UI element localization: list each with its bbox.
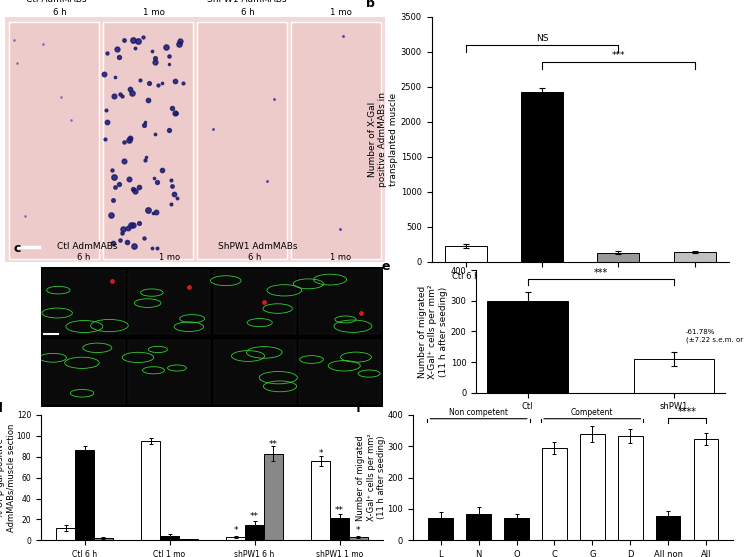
Text: Ctl AdmMABs: Ctl AdmMABs bbox=[57, 242, 118, 251]
Bar bbox=[542, 448, 567, 540]
Text: 1 mo: 1 mo bbox=[330, 8, 352, 17]
Bar bbox=[214, 270, 296, 334]
Bar bbox=[504, 518, 529, 540]
Bar bbox=[214, 340, 296, 404]
Text: 1 mo: 1 mo bbox=[143, 8, 164, 17]
Bar bbox=[141, 441, 160, 540]
Bar bbox=[197, 22, 287, 260]
Y-axis label: Number of migrated
X-Gal⁺ cells per mm²
(11 h after seeding): Number of migrated X-Gal⁺ cells per mm² … bbox=[418, 284, 448, 379]
X-axis label: AdmMABs: AdmMABs bbox=[578, 417, 623, 426]
Bar bbox=[655, 516, 681, 540]
Bar bbox=[634, 359, 714, 393]
Bar bbox=[226, 537, 246, 540]
Bar bbox=[57, 528, 75, 540]
Bar bbox=[299, 270, 382, 334]
Bar bbox=[103, 22, 193, 260]
Bar bbox=[264, 453, 283, 540]
Bar bbox=[330, 519, 349, 540]
Text: d: d bbox=[0, 402, 2, 416]
Text: ShPW1 AdmMABs: ShPW1 AdmMABs bbox=[207, 0, 286, 4]
Text: **: ** bbox=[269, 441, 278, 449]
Bar bbox=[42, 340, 125, 404]
Legend: Myonuclei, Interstitium, Vessels: Myonuclei, Interstitium, Vessels bbox=[454, 416, 510, 446]
Bar bbox=[445, 246, 487, 262]
Text: ShPW1 AdmMABs: ShPW1 AdmMABs bbox=[219, 242, 298, 251]
Text: **: ** bbox=[335, 506, 344, 515]
Text: *: * bbox=[318, 449, 323, 458]
Bar bbox=[618, 436, 643, 540]
Y-axis label: Number of X-Gal
positive AdmMABs in
transplanted muscle: Number of X-Gal positive AdmMABs in tran… bbox=[368, 92, 398, 187]
Text: ***: *** bbox=[612, 51, 625, 60]
Bar bbox=[246, 525, 264, 540]
Bar bbox=[160, 536, 179, 540]
Text: 6 h: 6 h bbox=[77, 253, 90, 262]
Text: -61.78%
(±7.22 s.e.m. or 19.11 s.d.): -61.78% (±7.22 s.e.m. or 19.11 s.d.) bbox=[685, 329, 744, 343]
Bar bbox=[75, 451, 94, 540]
Bar bbox=[312, 461, 330, 540]
Text: Non competent: Non competent bbox=[449, 408, 508, 417]
Text: c: c bbox=[13, 242, 21, 255]
Bar bbox=[291, 22, 381, 260]
Bar bbox=[349, 537, 368, 540]
Bar bbox=[42, 270, 125, 334]
Bar bbox=[597, 253, 639, 262]
Bar bbox=[9, 22, 99, 260]
Text: ****: **** bbox=[678, 407, 696, 417]
Bar bbox=[487, 301, 568, 393]
Text: PECAM
Laminin
DAPI: PECAM Laminin DAPI bbox=[10, 291, 28, 313]
Text: ***: *** bbox=[594, 268, 608, 278]
Bar bbox=[580, 434, 605, 540]
Text: 1 mo: 1 mo bbox=[158, 253, 180, 262]
Bar bbox=[128, 340, 211, 404]
Bar bbox=[673, 252, 716, 262]
Bar bbox=[299, 340, 382, 404]
Text: *: * bbox=[234, 526, 238, 535]
Text: e: e bbox=[382, 260, 390, 273]
Bar bbox=[429, 518, 453, 540]
Text: Ctl AdmMABs: Ctl AdmMABs bbox=[26, 0, 87, 4]
Text: *: * bbox=[356, 526, 361, 535]
Text: Competent: Competent bbox=[571, 408, 614, 417]
Y-axis label: Number of migrated
X-Gal⁺ cells per mm²
(11 h after seeding): Number of migrated X-Gal⁺ cells per mm² … bbox=[356, 434, 386, 521]
Text: NS: NS bbox=[536, 33, 548, 43]
Text: 6 h: 6 h bbox=[248, 253, 261, 262]
Bar bbox=[179, 539, 198, 540]
Bar bbox=[94, 538, 112, 540]
Bar bbox=[522, 92, 563, 262]
Y-axis label: % Of β-gal positive
AdmMABs/muscle section: % Of β-gal positive AdmMABs/muscle secti… bbox=[0, 423, 16, 532]
Text: b: b bbox=[366, 0, 375, 10]
Text: PECAM
β-Gal: PECAM β-Gal bbox=[16, 363, 28, 381]
Text: **: ** bbox=[250, 512, 259, 521]
Text: 1 mo: 1 mo bbox=[330, 253, 351, 262]
X-axis label: AdmMABs: AdmMABs bbox=[558, 296, 603, 305]
Text: 6 h: 6 h bbox=[53, 8, 66, 17]
Bar bbox=[128, 270, 211, 334]
Bar bbox=[693, 439, 718, 540]
Bar bbox=[466, 514, 491, 540]
Text: f: f bbox=[356, 402, 361, 416]
Text: 6 h: 6 h bbox=[240, 8, 254, 17]
